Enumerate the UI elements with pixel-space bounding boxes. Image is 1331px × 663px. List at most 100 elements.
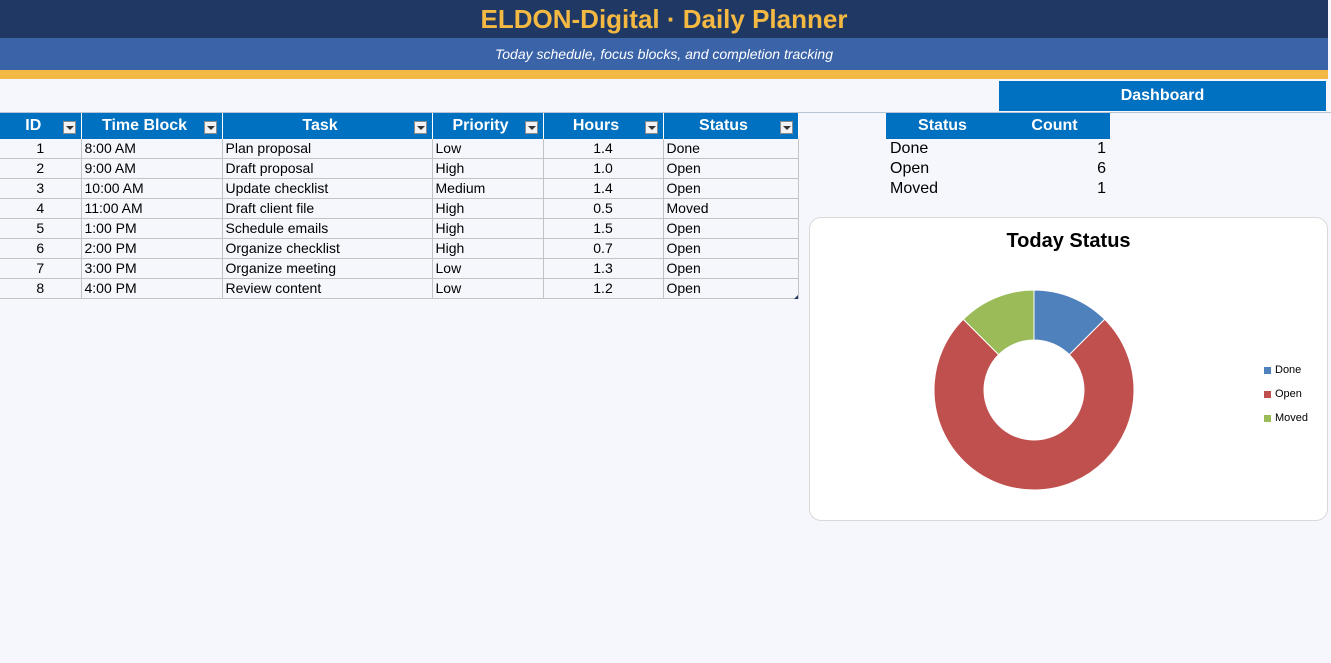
filter-dropdown-icon[interactable] <box>524 121 538 134</box>
legend-label: Moved <box>1275 412 1309 424</box>
column-header-priority: Priority <box>432 113 544 139</box>
cell-hours[interactable]: 1.5 <box>543 218 664 239</box>
cell-id[interactable]: 8 <box>0 278 82 299</box>
cell-task[interactable]: Organize meeting <box>222 258 433 279</box>
cell-time-block[interactable]: 1:00 PM <box>81 218 223 239</box>
cell-task[interactable]: Update checklist <box>222 178 433 199</box>
cell-priority[interactable]: High <box>432 218 544 239</box>
chart-legend: Done Open Moved <box>1264 358 1308 430</box>
cell-time-block[interactable]: 8:00 AM <box>81 139 223 159</box>
summary-row: Open 6 <box>886 159 1110 179</box>
legend-label: Done <box>1275 364 1302 376</box>
chart-title: Today Status <box>1006 230 1131 252</box>
column-header-id: ID <box>0 113 82 139</box>
donut-slice-moved[interactable] <box>962 289 1035 356</box>
cell-id[interactable]: 6 <box>0 238 82 259</box>
dashboard-button[interactable]: Dashboard <box>999 81 1326 111</box>
cell-task[interactable]: Review content <box>222 278 433 299</box>
cell-hours[interactable]: 1.0 <box>543 158 664 179</box>
legend-swatch <box>1264 414 1271 422</box>
filter-dropdown-icon[interactable] <box>62 121 76 134</box>
column-header-status: Status <box>886 113 999 139</box>
legend-swatch <box>1264 390 1271 398</box>
cell-id[interactable]: 4 <box>0 198 82 219</box>
cell-id[interactable]: 1 <box>0 139 82 159</box>
page-subtitle: Today schedule, focus blocks, and comple… <box>0 38 1328 70</box>
column-header-time-block: Time Block <box>81 113 223 139</box>
table-row: 3 10:00 AM Update checklist Medium 1.4 O… <box>0 178 799 199</box>
summary-row: Done 1 <box>886 139 1110 159</box>
cell-time-block[interactable]: 10:00 AM <box>81 178 223 199</box>
cell-id[interactable]: 2 <box>0 158 82 179</box>
status-summary-table: Status Count Done 1 Open 6 Moved 1 <box>886 113 1110 199</box>
table-row: 5 1:00 PM Schedule emails High 1.5 Open <box>0 218 799 239</box>
cell-task[interactable]: Draft proposal <box>222 158 433 179</box>
column-header-status: Status <box>663 113 799 139</box>
cell-task[interactable]: Organize checklist <box>222 238 433 259</box>
table-row: 2 9:00 AM Draft proposal High 1.0 Open <box>0 158 799 179</box>
cell-status[interactable]: Done <box>663 139 799 159</box>
cell-time-block[interactable]: 9:00 AM <box>81 158 223 179</box>
legend-item-open: Open <box>1264 382 1308 406</box>
cell-status[interactable]: Open <box>663 258 799 279</box>
cell-task[interactable]: Plan proposal <box>222 139 433 159</box>
summary-row: Moved 1 <box>886 179 1110 199</box>
cell-task[interactable]: Draft client file <box>222 198 433 219</box>
cell-priority[interactable]: High <box>432 158 544 179</box>
donut-slice-open[interactable] <box>933 318 1135 491</box>
filter-dropdown-icon[interactable] <box>644 121 658 134</box>
section-divider <box>0 112 1331 113</box>
tasks-table: ID Time Block Task Priority Hours Status… <box>0 113 799 299</box>
summary-status[interactable]: Open <box>890 160 930 177</box>
cell-time-block[interactable]: 11:00 AM <box>81 198 223 219</box>
filter-dropdown-icon[interactable] <box>779 121 793 134</box>
filter-dropdown-icon[interactable] <box>413 121 427 134</box>
cell-status[interactable]: Open <box>663 238 799 259</box>
cell-hours[interactable]: 1.3 <box>543 258 664 279</box>
table-row: 6 2:00 PM Organize checklist High 0.7 Op… <box>0 238 799 259</box>
column-header-hours: Hours <box>543 113 664 139</box>
legend-item-done: Done <box>1264 358 1308 382</box>
cell-status[interactable]: Open <box>663 178 799 199</box>
filter-dropdown-icon[interactable] <box>203 121 217 134</box>
cell-priority[interactable]: Medium <box>432 178 544 199</box>
legend-label: Open <box>1275 388 1302 400</box>
table-row: 8 4:00 PM Review content Low 1.2 Open <box>0 278 799 299</box>
cell-task[interactable]: Schedule emails <box>222 218 433 239</box>
cell-hours[interactable]: 1.4 <box>543 178 664 199</box>
cell-priority[interactable]: High <box>432 198 544 219</box>
cell-time-block[interactable]: 4:00 PM <box>81 278 223 299</box>
cell-hours[interactable]: 0.7 <box>543 238 664 259</box>
cell-id[interactable]: 5 <box>0 218 82 239</box>
summary-count[interactable]: 1 <box>1097 180 1106 197</box>
table-row: 7 3:00 PM Organize meeting Low 1.3 Open <box>0 258 799 279</box>
legend-item-moved: Moved <box>1264 406 1308 430</box>
summary-status[interactable]: Done <box>890 140 929 157</box>
accent-divider <box>0 70 1328 79</box>
table-row: 1 8:00 AM Plan proposal Low 1.4 Done <box>0 139 799 159</box>
summary-count[interactable]: 6 <box>1097 160 1106 177</box>
cell-priority[interactable]: Low <box>432 139 544 159</box>
cell-status[interactable]: Open <box>663 158 799 179</box>
cell-status[interactable]: Open <box>663 218 799 239</box>
cell-time-block[interactable]: 2:00 PM <box>81 238 223 259</box>
table-resize-handle[interactable] <box>794 295 798 299</box>
status-chart[interactable]: Today Status Done Open Moved <box>809 217 1328 521</box>
cell-priority[interactable]: Low <box>432 258 544 279</box>
cell-priority[interactable]: Low <box>432 278 544 299</box>
summary-count[interactable]: 1 <box>1097 140 1106 157</box>
cell-status[interactable]: Moved <box>663 198 799 219</box>
cell-status[interactable]: Open <box>663 278 799 299</box>
cell-hours[interactable]: 1.2 <box>543 278 664 299</box>
cell-id[interactable]: 7 <box>0 258 82 279</box>
summary-status[interactable]: Moved <box>890 180 939 197</box>
cell-time-block[interactable]: 3:00 PM <box>81 258 223 279</box>
cell-hours[interactable]: 0.5 <box>543 198 664 219</box>
cell-priority[interactable]: High <box>432 238 544 259</box>
page-title: ELDON-Digital · Daily Planner <box>0 0 1328 38</box>
column-header-task: Task <box>222 113 433 139</box>
column-header-count: Count <box>999 113 1110 139</box>
tasks-header-row: ID Time Block Task Priority Hours Status <box>0 113 799 139</box>
cell-hours[interactable]: 1.4 <box>543 139 664 159</box>
cell-id[interactable]: 3 <box>0 178 82 199</box>
